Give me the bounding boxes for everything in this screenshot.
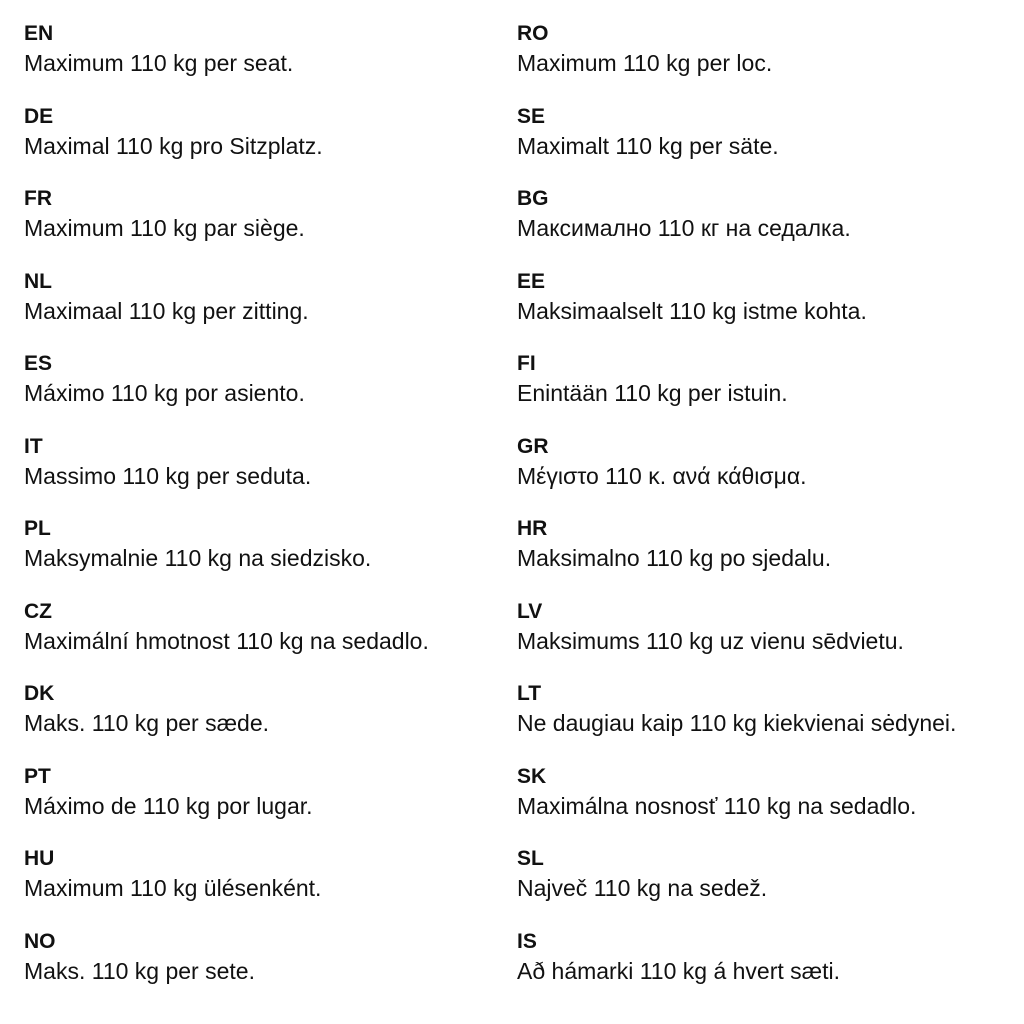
weight-limit-text: Максимално 110 кг на седалка. [517, 215, 851, 241]
weight-limit-text: Maksimalno 110 kg po sjedalu. [517, 545, 832, 571]
language-code: NL [24, 269, 52, 293]
language-code: CZ [24, 599, 52, 623]
weight-limit-text: Maks. 110 kg per sete. [24, 957, 255, 984]
language-entry: HU Maximum 110 kg ülésenként. [24, 846, 321, 903]
language-entry: RO Maximum 110 kg per loc. [517, 21, 772, 78]
weight-limit-text: Maximal 110 kg pro Sitzplatz. [24, 132, 323, 159]
language-entry: IT Massimo 110 kg per seduta. [24, 434, 311, 491]
language-entry: LV Maksimums 110 kg uz vienu sēdvietu. [517, 599, 904, 656]
weight-limit-text: Að hámarki 110 kg á hvert sæti. [517, 957, 840, 984]
weight-limit-text: Maximálna nosnosť 110 kg na sedadlo. [517, 792, 917, 819]
language-code: RO [517, 22, 549, 45]
language-code: EE [517, 269, 546, 293]
language-entry: SL Največ 110 kg na sedež. [517, 846, 767, 903]
weight-limit-text: Μέγιστο 110 κ. ανά κάθισμα. [517, 462, 807, 489]
language-code: HR [517, 517, 548, 540]
language-code: IT [24, 434, 43, 458]
weight-limit-text: Maksimaalselt 110 kg istme kohta. [517, 297, 867, 324]
weight-limit-text: Máximo 110 kg por asiento. [24, 380, 305, 406]
language-code: PT [24, 764, 51, 788]
language-code: HU [24, 847, 55, 870]
language-entry: IS Að hámarki 110 kg á hvert sæti. [517, 929, 840, 986]
language-entry: EE Maksimaalselt 110 kg istme kohta. [517, 269, 867, 326]
language-entry: SK Maximálna nosnosť 110 kg na sedadlo. [517, 764, 916, 821]
weight-limit-text: Maximaal 110 kg per zitting. [24, 297, 309, 324]
language-entry: DK Maks. 110 kg per sæde. [24, 681, 269, 738]
weight-limit-text: Maximum 110 kg ülésenként. [24, 875, 322, 901]
language-code: BG [517, 187, 549, 210]
language-code: ES [24, 352, 53, 375]
weight-limit-text: Maximalt 110 kg per säte. [517, 132, 779, 159]
weight-limit-text: Maximum 110 kg par siège. [24, 215, 305, 241]
language-entry: CZ Maximální hmotnost 110 kg na sedadlo. [24, 599, 429, 656]
language-entry: NO Maks. 110 kg per sete. [24, 929, 255, 986]
language-entry: FI Enintään 110 kg per istuin. [517, 351, 788, 408]
weight-limit-text: Največ 110 kg na sedež. [517, 875, 768, 901]
weight-limit-text: Maksymalnie 110 kg na siedzisko. [24, 545, 372, 571]
language-entry: FR Maximum 110 kg par siège. [24, 186, 305, 243]
language-code: GR [517, 434, 549, 458]
language-code: FI [517, 352, 536, 375]
language-entry: LT Ne daugiau kaip 110 kg kiekvienai sėdy… [517, 681, 956, 738]
language-entry: DE Maximal 110 kg pro Sitzplatz. [24, 104, 323, 161]
language-entry: BG Максимално 110 кг на седалка. [517, 186, 851, 243]
weight-limit-text: Maximum 110 kg per seat. [24, 50, 294, 76]
language-entry: HR Maksimalno 110 kg po sjedalu. [517, 516, 831, 573]
language-entry: EN Maximum 110 kg per seat. [24, 21, 293, 78]
weight-limit-text: Máximo de 110 kg por lugar. [24, 792, 313, 819]
language-code: LV [517, 599, 543, 623]
language-code: NO [24, 929, 56, 953]
language-code: PL [24, 517, 51, 540]
language-code: LT [517, 682, 542, 705]
language-code: IS [517, 929, 537, 953]
weight-limit-text: Maksimums 110 kg uz vienu sēdvietu. [517, 627, 904, 654]
language-code: DE [24, 104, 54, 128]
language-code: FR [24, 187, 52, 210]
language-code: SE [517, 104, 546, 128]
weight-limit-text: Ne daugiau kaip 110 kg kiekvienai sėdyne… [517, 710, 957, 736]
language-code: DK [24, 682, 55, 705]
language-code: SL [517, 847, 544, 870]
language-entry: SE Maximalt 110 kg per säte. [517, 104, 779, 161]
language-code: EN [24, 22, 54, 45]
language-entry: PL Maksymalnie 110 kg na siedzisko. [24, 516, 371, 573]
language-entry: PT Máximo de 110 kg por lugar. [24, 764, 313, 821]
language-entry: ES Máximo 110 kg por asiento. [24, 351, 305, 408]
weight-limit-text: Maximální hmotnost 110 kg na sedadlo. [24, 627, 429, 654]
language-entry: GR Μέγιστο 110 κ. ανά κάθισμα. [517, 434, 807, 491]
language-code: SK [517, 764, 547, 788]
weight-limit-text: Massimo 110 kg per seduta. [24, 462, 312, 489]
weight-limit-text: Enintään 110 kg per istuin. [517, 380, 788, 406]
weight-limit-text: Maximum 110 kg per loc. [517, 50, 773, 76]
weight-limit-text: Maks. 110 kg per sæde. [24, 710, 270, 736]
language-entry: NL Maximaal 110 kg per zitting. [24, 269, 309, 326]
